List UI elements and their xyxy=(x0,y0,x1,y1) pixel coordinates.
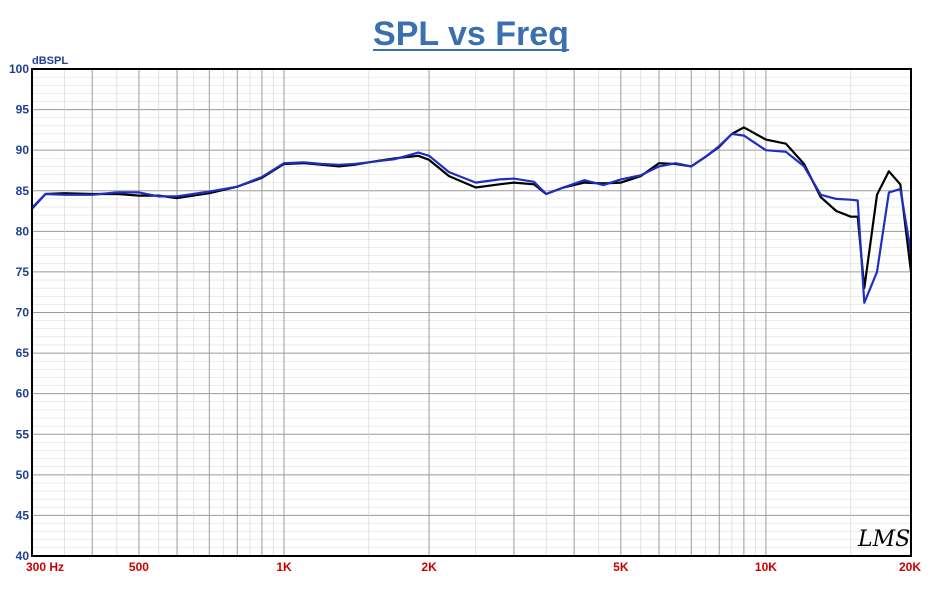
y-tick-label: 40 xyxy=(16,549,30,563)
y-tick-label: 65 xyxy=(16,346,30,360)
y-tick-label: 55 xyxy=(16,427,30,441)
plot-frame xyxy=(31,68,912,557)
lms-logo: LMS xyxy=(857,527,910,552)
y-tick-label: 100 xyxy=(9,62,29,76)
y-tick-label: 50 xyxy=(16,468,30,482)
x-tick-label: 2K xyxy=(421,560,437,574)
x-tick-label: 10K xyxy=(755,560,777,574)
chart-title-group: SPL vs Freq xyxy=(373,15,569,53)
y-axis-unit-label: dBSPL xyxy=(32,55,68,67)
y-tick-label: 70 xyxy=(16,306,30,320)
y-tick-label: 45 xyxy=(16,508,30,522)
y-tick-label: 80 xyxy=(16,224,30,238)
chart-title: SPL vs Freq xyxy=(373,15,569,53)
y-tick-label: 95 xyxy=(16,103,30,117)
y-tick-label: 60 xyxy=(16,387,30,401)
series-line-2 xyxy=(31,132,913,304)
y-tick-label: 90 xyxy=(16,143,30,157)
tick-label-layer: 40 45 50 55 60 65 70 75 80 85 90 95 100 300 Hz 500 1K 2K… xyxy=(9,62,921,574)
y-tick-label: 75 xyxy=(16,265,30,279)
x-tick-label: 5K xyxy=(613,560,629,574)
series-layer xyxy=(31,126,913,304)
y-tick-label: 85 xyxy=(16,184,30,198)
x-tick-label: 300 Hz xyxy=(26,560,64,574)
x-tick-label: 500 xyxy=(129,560,149,574)
grid-layer xyxy=(32,69,911,556)
x-tick-label: 1K xyxy=(276,560,292,574)
x-tick-label: 20K xyxy=(899,560,921,574)
